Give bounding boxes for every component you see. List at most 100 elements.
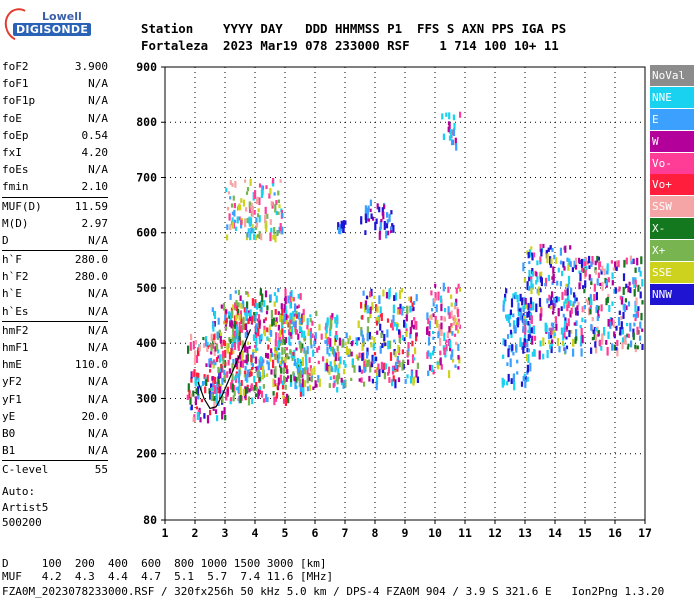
echo-point (358, 378, 361, 382)
echo-point (288, 320, 291, 329)
echo-point (266, 336, 269, 341)
echo-point (276, 386, 280, 391)
echo-point (217, 366, 220, 373)
echo-point (640, 256, 643, 265)
echo-point (528, 261, 531, 265)
echo-point (570, 330, 573, 334)
echo-point (235, 332, 238, 340)
echo-point (343, 368, 346, 375)
echo-point (559, 247, 562, 256)
echo-point (210, 383, 213, 388)
echo-point (255, 337, 258, 346)
echo-point (566, 299, 569, 305)
echo-point (370, 335, 373, 340)
echo-point (590, 324, 593, 331)
echo-point (578, 270, 581, 274)
echo-point (575, 329, 578, 338)
echo-point (379, 323, 382, 331)
echo-point (221, 350, 225, 360)
echo-point (277, 311, 280, 316)
echo-point (441, 113, 444, 120)
echo-point (229, 320, 232, 327)
echo-point (220, 340, 223, 347)
echo-point (226, 206, 230, 211)
echo-point (257, 208, 260, 213)
echo-point (284, 357, 287, 363)
echo-point (232, 349, 235, 354)
echo-point (294, 303, 297, 313)
echo-point (212, 341, 215, 349)
echo-point (434, 292, 437, 301)
echo-point (514, 291, 517, 299)
echo-point (245, 191, 249, 195)
echo-point (440, 364, 443, 370)
legend-item: X- (650, 218, 694, 240)
x-tick-label: 13 (518, 526, 532, 540)
param-value: N/A (88, 111, 108, 125)
echo-point (585, 298, 588, 303)
echo-point (600, 269, 603, 275)
echo-point (261, 371, 264, 380)
echo-point (524, 298, 527, 305)
echo-point (528, 323, 531, 330)
echo-point (231, 337, 234, 342)
echo-point (216, 381, 219, 391)
echo-point (565, 325, 568, 330)
echo-point (255, 386, 258, 392)
echo-point (329, 343, 332, 350)
echo-point (524, 320, 527, 329)
echo-point (352, 340, 355, 345)
echo-point (225, 309, 228, 314)
param-name: yE (2, 409, 16, 423)
echo-point (209, 344, 212, 348)
echo-points (186, 111, 644, 424)
echo-point (451, 358, 455, 363)
echo-point (452, 321, 455, 326)
echo-point (531, 253, 534, 261)
echo-point (296, 358, 299, 364)
echo-point (415, 369, 418, 378)
echo-point (284, 384, 287, 390)
echo-point (232, 395, 235, 402)
echo-point (313, 340, 316, 347)
echo-point (387, 340, 390, 350)
echo-point (454, 302, 457, 306)
echo-point (295, 347, 298, 351)
echo-point (248, 204, 252, 213)
param-name: yF1 (2, 392, 22, 406)
echo-point (528, 334, 532, 339)
echo-point (310, 344, 313, 349)
echo-point (410, 320, 414, 328)
echo-point (361, 315, 364, 320)
echo-point (552, 328, 555, 335)
echo-point (591, 317, 594, 322)
echo-point (273, 379, 277, 384)
echo-point (248, 216, 251, 225)
echo-point (623, 303, 626, 312)
echo-point (413, 317, 416, 321)
echo-point (615, 346, 618, 351)
echo-point (361, 334, 364, 343)
echo-point (372, 356, 375, 364)
echo-point (235, 387, 238, 391)
echo-point (283, 360, 286, 369)
echo-point (347, 353, 350, 357)
echo-point (430, 364, 434, 372)
echo-point (232, 333, 235, 341)
echo-point (369, 291, 372, 298)
echo-point (455, 287, 458, 294)
echo-point (452, 128, 456, 136)
echo-point (299, 318, 302, 325)
echo-point (592, 329, 595, 334)
echo-point (275, 200, 278, 205)
param-name: foEs (2, 163, 29, 177)
echo-point (439, 295, 443, 303)
echo-point (570, 307, 573, 314)
echo-point (457, 329, 460, 334)
echo-point (210, 361, 213, 365)
echo-point (317, 345, 321, 350)
echo-point (398, 329, 401, 335)
echo-point (368, 331, 371, 340)
echo-point (392, 375, 395, 382)
echo-point (625, 305, 628, 311)
